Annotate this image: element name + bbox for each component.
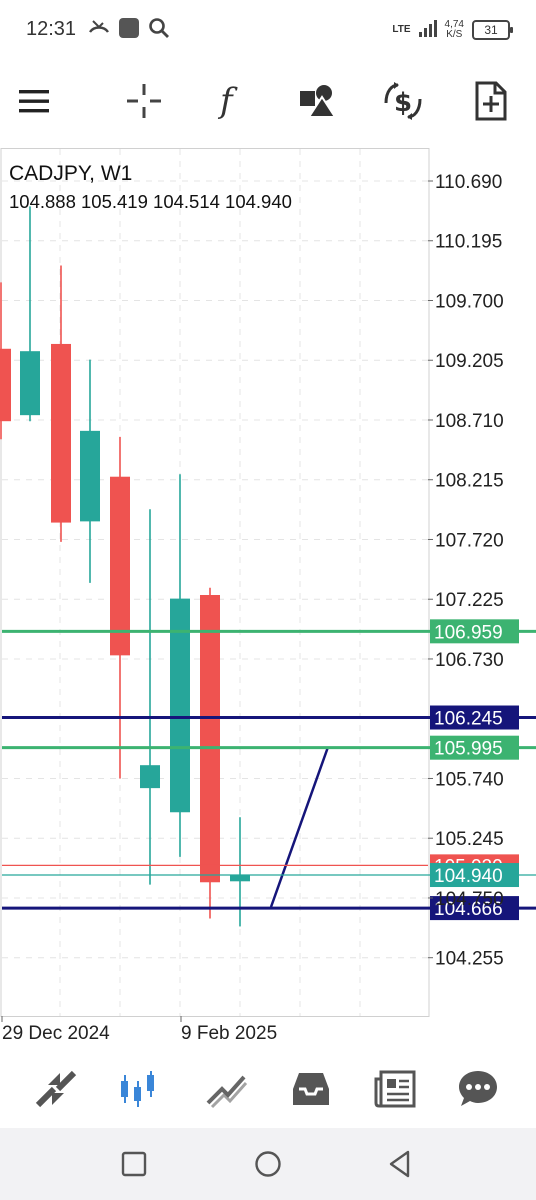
signal-icon xyxy=(418,19,437,42)
recents-button[interactable] xyxy=(114,1146,154,1182)
symbol-title: CADJPY, W1 xyxy=(9,162,132,185)
indicators-button[interactable]: f xyxy=(208,78,254,124)
nav-chart[interactable] xyxy=(115,1066,165,1112)
horizontal-line-label: 104.666 xyxy=(430,896,519,921)
nav-trade[interactable] xyxy=(201,1066,251,1112)
candle xyxy=(0,282,11,440)
trade-toolbar-button[interactable]: $ xyxy=(380,78,426,124)
price-axis: 110.690 110.195 109.700 109.205 108.710 108.2… xyxy=(428,172,504,970)
status-time: 12:31 xyxy=(26,18,77,40)
horizontal-line-price: 106.245 xyxy=(434,709,503,730)
trade-nav-icon xyxy=(206,1075,248,1109)
candle xyxy=(80,359,100,583)
price-tick-label: 110.690 xyxy=(435,172,502,193)
candle xyxy=(170,474,190,857)
new-order-button[interactable] xyxy=(468,78,514,124)
candles xyxy=(0,206,250,927)
price-tick-label: 106.730 xyxy=(435,650,504,671)
candle xyxy=(51,265,71,542)
objects-icon xyxy=(300,85,337,118)
menu-button[interactable] xyxy=(11,78,57,124)
price-tick-label: 109.205 xyxy=(435,351,504,372)
chart-toolbar: f $ xyxy=(0,62,536,140)
system-navigation-bar xyxy=(0,1128,536,1200)
candle-body xyxy=(80,430,100,522)
price-tick-label: 108.215 xyxy=(435,471,504,492)
new-order-icon xyxy=(475,81,507,121)
candle-body xyxy=(230,875,250,882)
horizontal-line-label: 106.245 xyxy=(430,705,519,730)
horizontal-line-label: 104.940 xyxy=(430,863,519,888)
horizontal-lines: 105.020106.959106.245105.995104.940104.6… xyxy=(2,619,536,921)
objects-button[interactable] xyxy=(294,78,340,124)
history-icon xyxy=(293,1073,329,1105)
app-notification-icon xyxy=(118,17,140,44)
candle xyxy=(140,509,160,885)
bottom-navigation xyxy=(0,1052,536,1128)
nav-quotes[interactable] xyxy=(31,1066,81,1112)
back-button[interactable] xyxy=(380,1146,420,1182)
network-speed-value: 4,74 xyxy=(444,19,464,30)
horizontal-line-price: 106.959 xyxy=(434,622,503,643)
nav-history[interactable] xyxy=(286,1066,336,1112)
candle-body xyxy=(200,595,220,883)
candle xyxy=(200,587,220,919)
horizontal-line-price: 104.940 xyxy=(434,866,503,887)
price-tick-label: 107.720 xyxy=(435,530,504,551)
back-icon xyxy=(389,1150,410,1178)
chart-canvas[interactable]: 105.020106.959106.245105.995104.940104.6… xyxy=(0,148,536,1052)
svg-text:f: f xyxy=(217,82,238,120)
status-bar: 12:31 LTE 4,74 K/S 31 xyxy=(0,0,536,62)
home-button[interactable] xyxy=(248,1146,288,1182)
missed-call-icon xyxy=(88,18,110,43)
nav-news[interactable] xyxy=(370,1066,420,1112)
candle-body xyxy=(140,765,160,789)
candle-body xyxy=(170,598,190,813)
date-tick-label: 29 Dec 2024 xyxy=(2,1023,110,1044)
messages-icon xyxy=(459,1071,497,1106)
svg-text:$: $ xyxy=(394,88,412,118)
plot-area xyxy=(0,148,430,1017)
candle xyxy=(110,436,130,779)
candle-body xyxy=(110,476,130,656)
price-tick-label: 110.195 xyxy=(435,232,502,253)
price-tick-label: 108.710 xyxy=(435,411,504,432)
trend-line[interactable] xyxy=(269,746,330,908)
chart-icon xyxy=(121,1071,154,1107)
quotes-icon xyxy=(35,1070,77,1108)
trade-icon: $ xyxy=(384,82,422,120)
nav-messages[interactable] xyxy=(453,1066,503,1112)
horizontal-line-label: 106.959 xyxy=(430,619,519,644)
candle-body xyxy=(51,343,71,523)
price-tick-label: 104.750 xyxy=(435,889,504,910)
menu-icon xyxy=(19,90,49,113)
price-tick-label: 104.255 xyxy=(435,949,504,970)
horizontal-line-price: 104.666 xyxy=(434,899,503,920)
recents-icon xyxy=(121,1151,147,1177)
price-tick-label: 105.245 xyxy=(435,829,504,850)
time-axis: 29 Dec 2024 9 Feb 2025 xyxy=(1,1016,277,1044)
horizontal-line-price: 105.995 xyxy=(434,739,503,760)
network-speed-unit: K/S xyxy=(446,29,463,40)
candle xyxy=(20,206,40,422)
price-tick-label: 107.225 xyxy=(435,590,504,611)
candle-body xyxy=(0,348,11,422)
candle-body xyxy=(20,351,40,416)
price-tick-label: 105.740 xyxy=(435,769,504,790)
indicators-icon: f xyxy=(217,82,238,120)
crosshair-button[interactable] xyxy=(121,78,167,124)
home-icon xyxy=(255,1151,281,1177)
battery-icon: 31 xyxy=(472,20,513,40)
news-icon xyxy=(374,1070,416,1108)
network-type: LTE xyxy=(392,24,411,35)
date-tick-label: 9 Feb 2025 xyxy=(181,1023,277,1044)
horizontal-line-label: 105.995 xyxy=(430,735,519,760)
crosshair-icon xyxy=(127,84,161,118)
search-icon xyxy=(148,17,170,44)
ohlc-values: 104.888 105.419 104.514 104.940 xyxy=(9,191,292,212)
price-chart[interactable]: 105.020106.959106.245105.995104.940104.6… xyxy=(0,148,536,1052)
price-tick-label: 109.700 xyxy=(435,291,504,312)
chart-grid xyxy=(2,149,428,1016)
